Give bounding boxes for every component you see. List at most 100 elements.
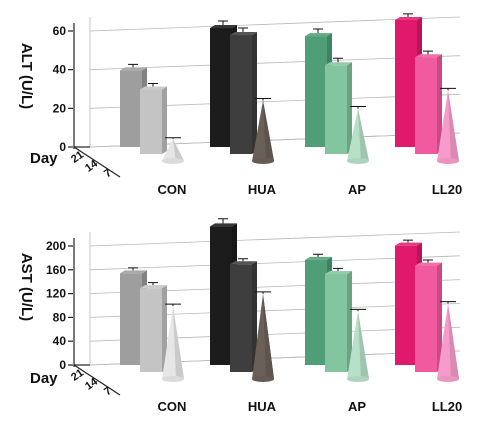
y-tick-label: 200 [46,239,66,253]
cone-base [437,376,459,382]
y-tick-label: 20 [53,101,67,115]
bar-side [162,285,167,372]
bar-top [305,33,332,37]
cone-base [437,158,459,164]
bar-top [305,256,332,260]
depth-tick-label: 21 [69,367,86,384]
bar-side [437,262,442,372]
bar-ap [325,65,347,154]
bar-ap [305,259,327,365]
cone-shade [263,293,274,381]
bar-top [140,86,167,90]
depth-tick-label: 7 [102,167,114,180]
category-label: AP [348,182,366,197]
bar-top [395,242,422,246]
bar-side [252,32,257,155]
depth-axis-label: Day [30,150,58,167]
bar-top [230,32,257,36]
bar-hua [230,264,252,372]
cone-shade [358,108,369,163]
error-bar [218,20,228,26]
bar-hua [230,35,252,155]
cone-shade [173,138,184,163]
bar-side [252,261,257,372]
depth-axis-label: Day [30,370,58,387]
error-bar [403,13,413,17]
gridline [89,231,461,247]
y-tick-label: 40 [53,334,67,348]
bar-top [325,270,352,274]
y-tick-label: 120 [46,287,66,301]
bar-top [415,262,442,266]
error-bar [165,303,181,307]
bar-side [162,86,167,154]
bar-side [347,62,352,155]
bar-top [140,285,167,289]
cone-base [162,376,184,382]
error-bar [440,301,456,304]
y-tick-label: 0 [59,358,66,372]
error-bar [313,253,323,257]
bar-con [120,70,142,147]
category-label: HUA [248,399,277,414]
y-tick-label: 80 [53,310,67,324]
bar-top [120,270,147,274]
bar-con [140,288,162,372]
error-bar [440,87,456,91]
bar-top [120,67,147,71]
error-bar [423,50,433,55]
category-label: HUA [248,182,277,197]
bar-ll20 [415,57,437,155]
error-bar [255,97,271,101]
cone-base [162,158,184,164]
cone-base [252,158,274,164]
bar-ap [325,273,347,372]
depth-tick-label: 14 [83,375,101,392]
depth-axis [73,146,121,178]
y-axis-label: AST (U/L) [18,253,35,321]
depth-tick-label: 21 [69,149,86,166]
error-bar [238,258,248,262]
bar-con [120,273,142,365]
error-bar [165,137,181,139]
error-bar [148,282,158,286]
error-bar [255,291,271,294]
y-tick-label: 160 [46,263,66,277]
category-label: CON [158,399,187,414]
bar-top [230,261,257,265]
cone-base [347,376,369,382]
depth-tick-label: 14 [83,157,101,174]
bar-ll20 [415,265,437,372]
y-tick-label: 0 [59,140,66,154]
error-bar [313,28,323,34]
bar-top [325,62,352,66]
error-bar [128,63,138,68]
bar-ap [305,36,327,148]
y-axis-label: ALT (U/L) [18,43,35,109]
depth-tick-label: 7 [102,385,114,398]
error-bar [238,27,248,33]
cone-shade [263,100,274,163]
error-bar [128,267,138,271]
cone-base [347,158,369,164]
bar-top [210,25,237,29]
error-bar [333,57,343,63]
bar-con [140,89,162,154]
y-tick-label: 60 [53,24,67,38]
bar-side [347,270,352,372]
cone-shade [173,306,184,381]
error-bar [403,239,413,243]
error-bar [350,308,366,312]
depth-axis [73,364,121,396]
category-label: CON [158,182,187,197]
bar-ll20 [395,245,417,365]
cone-base [252,376,274,382]
bar-top [415,54,442,58]
cone-shade [358,311,369,381]
y-tick-label: 40 [53,63,67,77]
bar-ll20 [395,19,417,148]
category-label: LL20 [432,182,462,197]
error-bar [333,267,343,271]
